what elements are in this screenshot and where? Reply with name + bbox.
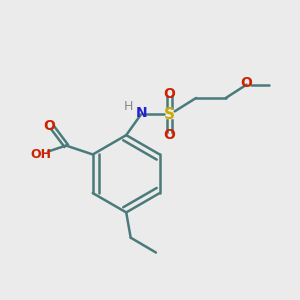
Text: O: O xyxy=(164,128,175,142)
Text: O: O xyxy=(241,76,253,90)
Text: OH: OH xyxy=(31,148,52,161)
Text: O: O xyxy=(164,86,175,100)
Text: O: O xyxy=(44,119,56,133)
Text: N: N xyxy=(135,106,147,120)
Text: H: H xyxy=(124,100,133,113)
Text: S: S xyxy=(164,107,175,122)
